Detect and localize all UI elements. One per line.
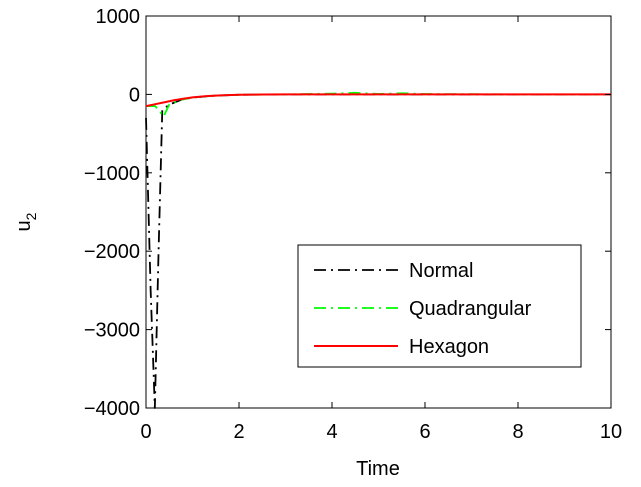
- x-tick-label: 2: [233, 421, 244, 443]
- x-axis-title: Time: [356, 458, 400, 480]
- y-axis-title: u2: [13, 212, 39, 231]
- y-axis-title-main: u: [13, 220, 35, 231]
- series-layer: [145, 91, 611, 409]
- y-tick-label: 1000: [96, 6, 141, 28]
- y-tick-label: −4000: [84, 398, 140, 420]
- legend: Normal Quadrangular Hexagon: [297, 244, 582, 368]
- x-tick-label: 10: [600, 421, 622, 443]
- y-axis-title-subscript: 2: [23, 212, 39, 220]
- ticks-layer: [145, 15, 612, 409]
- legend-label-hexagon: Hexagon: [409, 336, 489, 358]
- x-tick-label: 0: [140, 421, 151, 443]
- x-tick-label: 4: [326, 421, 337, 443]
- x-tick-label: 6: [419, 421, 430, 443]
- x-tick-label: 8: [512, 421, 523, 443]
- legend-label-quadrangular: Quadrangular: [409, 298, 532, 320]
- legend-label-normal: Normal: [409, 260, 473, 282]
- series-line-hexagon: [145, 93, 611, 108]
- y-tick-label: −3000: [84, 320, 140, 342]
- y-tick-label: 0: [129, 84, 140, 106]
- y-tick-label: −1000: [84, 163, 140, 185]
- y-tick-label: −2000: [84, 241, 140, 263]
- tick-labels: 0 2 4 6 8 10 1000 0 −1000 −2000 −3000 −4000: [84, 6, 622, 443]
